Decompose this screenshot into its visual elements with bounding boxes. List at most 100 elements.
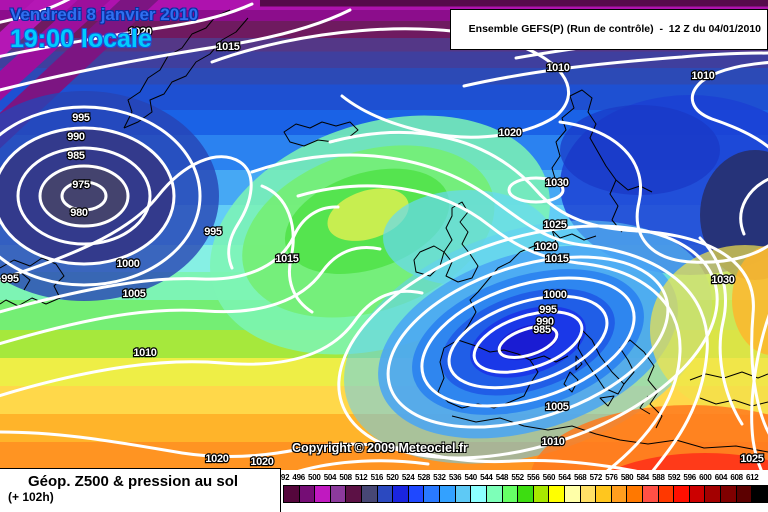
- isobar-label: 995: [539, 304, 557, 316]
- isobar-labels: 1020101510001005101010109959909859759809…: [0, 23, 765, 469]
- isobar-label: 995: [204, 226, 222, 238]
- legend-swatch: [424, 486, 441, 502]
- legend-swatch: [346, 486, 363, 502]
- parameter-title: Géop. Z500 & pression au sol: [28, 473, 239, 490]
- model-info-box: Ensemble GEFS(P) (Run de contrôle) - 12 …: [450, 9, 768, 50]
- legend-value: 512: [354, 473, 368, 482]
- legend-swatch: [408, 486, 425, 502]
- legend-swatch: [752, 486, 767, 502]
- legend-swatch: [455, 486, 472, 502]
- isobar-label: 1005: [545, 401, 568, 413]
- legend-swatch: [502, 486, 519, 502]
- legend-swatch: [643, 486, 659, 502]
- isobar-label: 990: [536, 316, 554, 328]
- isobar-label: 1030: [545, 177, 568, 189]
- isobar-label: 1010: [691, 70, 714, 82]
- legend-value: 524: [401, 473, 415, 482]
- legend-value: 540: [464, 473, 477, 482]
- z500-field: [0, 0, 768, 470]
- z500-legend: 492 496 500 504 508 512 516 520 524 528 532 536 540 5…: [277, 473, 768, 503]
- isobar-label: 975: [72, 179, 90, 191]
- legend-value: 552: [511, 473, 524, 482]
- legend-swatch: [611, 486, 628, 502]
- isobar-label: 1005: [122, 288, 145, 300]
- coastlines: [0, 9, 768, 453]
- legend-value: 576: [605, 473, 618, 482]
- legend-swatch: [533, 486, 550, 502]
- isobar-label: 1020: [250, 456, 273, 468]
- isobar-label: 990: [67, 131, 85, 143]
- legend-swatch: [518, 486, 534, 502]
- legend-swatch: [284, 486, 300, 502]
- parameter-box: Géop. Z500 & pression au sol (+ 102h): [0, 468, 281, 512]
- isobar-label: 1000: [116, 258, 139, 270]
- legend-value: 536: [448, 473, 462, 482]
- legend-value: 604: [714, 473, 728, 482]
- isobar-label: 1025: [543, 219, 566, 231]
- legend-swatch: [393, 486, 409, 502]
- legend-value: 612: [745, 473, 759, 482]
- legend-swatch: [689, 486, 706, 502]
- legend-swatch: [440, 486, 456, 502]
- legend-value: 608: [730, 473, 743, 482]
- isobar-label: 995: [72, 112, 90, 124]
- legend-swatch: [705, 486, 722, 502]
- legend-swatch: [736, 486, 753, 502]
- legend-value: 504: [323, 473, 337, 482]
- legend-value: 568: [573, 473, 587, 482]
- legend-value: 532: [433, 473, 446, 482]
- model-info-text: Ensemble GEFS(P) (Run de contrôle) - 12 …: [468, 23, 761, 35]
- isobar-label: 980: [70, 207, 88, 219]
- legend-swatch: [627, 486, 644, 502]
- legend-value: 548: [495, 473, 509, 482]
- legend-value: 528: [417, 473, 431, 482]
- legend-swatch: [486, 486, 503, 502]
- legend-swatch: [596, 486, 612, 502]
- isobar-label: 1010: [133, 347, 156, 359]
- legend-swatch: [580, 486, 597, 502]
- legend-swatch: [549, 486, 565, 502]
- isobar-label: 1020: [128, 26, 151, 38]
- forecast-offset: (+ 102h): [8, 490, 54, 504]
- legend-value: 520: [386, 473, 399, 482]
- isobar-label: 1020: [534, 241, 557, 253]
- legend-value: 560: [542, 473, 556, 482]
- isobar-label: 1020: [205, 453, 228, 465]
- legend-swatch: [330, 486, 347, 502]
- legend-value: 572: [589, 473, 603, 482]
- legend-labels: 492 496 500 504 508 512 516 520 524 528 532 536 540 5…: [277, 473, 768, 485]
- isobar-label: 1010: [546, 62, 569, 74]
- legend-bar: [283, 485, 768, 503]
- legend-swatch: [674, 486, 690, 502]
- isobar-lines: [0, 0, 768, 470]
- isobar-label: 1015: [216, 41, 239, 53]
- legend-value: 592: [667, 473, 681, 482]
- legend-value: 516: [370, 473, 384, 482]
- legend-swatch: [658, 486, 675, 502]
- legend-swatch: [362, 486, 378, 502]
- legend-value: 496: [292, 473, 305, 482]
- legend-value: 500: [308, 473, 321, 482]
- isobar-label: 985: [67, 150, 85, 162]
- legend-swatch: [299, 486, 316, 502]
- legend-value: 588: [652, 473, 665, 482]
- legend-value: 564: [558, 473, 571, 482]
- legend-value: 556: [527, 473, 540, 482]
- legend-swatch: [315, 486, 331, 502]
- isobar-label: 1000: [543, 289, 566, 301]
- isobar-label: 1020: [498, 127, 521, 139]
- legend-value: 580: [620, 473, 634, 482]
- legend-swatch: [471, 486, 487, 502]
- isobar-label: 1030: [711, 274, 734, 286]
- weather-map: 1020101510001005101010109959909859759809…: [0, 0, 768, 470]
- isobar-label: 1015: [275, 253, 298, 265]
- isobar-label: 985: [533, 324, 551, 336]
- copyright: Copyright © 2009 Meteociel.fr: [292, 441, 468, 455]
- legend-value: 600: [699, 473, 712, 482]
- isobar-label: 1010: [541, 436, 564, 448]
- isobar-label: 1015: [545, 253, 568, 265]
- isobar-label: 995: [1, 273, 19, 285]
- legend-swatch: [564, 486, 581, 502]
- legend-value: 596: [683, 473, 696, 482]
